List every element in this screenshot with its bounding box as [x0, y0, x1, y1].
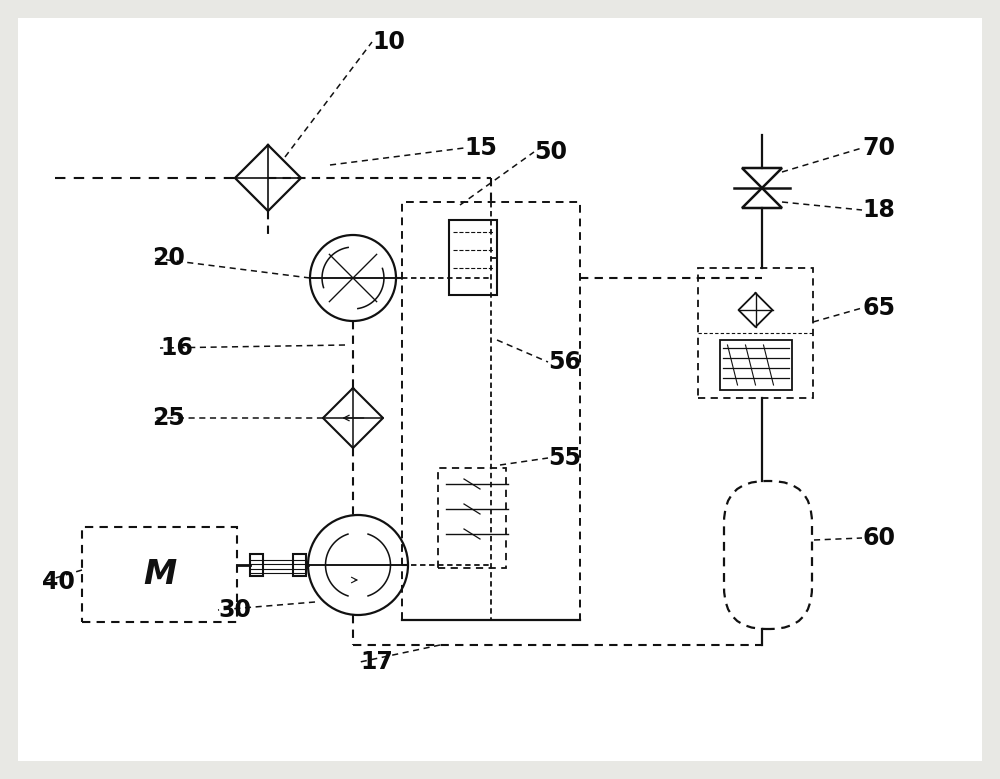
Text: 25: 25	[152, 406, 185, 430]
Text: 55: 55	[548, 446, 581, 470]
Bar	[293, 554, 306, 576]
Text: 17: 17	[360, 650, 393, 674]
Text: 60: 60	[862, 526, 895, 550]
Text: 15: 15	[464, 136, 497, 160]
Text: 10: 10	[372, 30, 405, 54]
Text: M: M	[143, 558, 176, 591]
Text: 18: 18	[862, 198, 895, 222]
Text: 20: 20	[152, 246, 185, 270]
Bar	[449, 220, 497, 295]
Bar	[720, 340, 792, 390]
Bar	[402, 202, 580, 620]
Text: 16: 16	[160, 336, 193, 360]
Text: 70: 70	[862, 136, 895, 160]
Bar	[250, 554, 263, 576]
Text: 65: 65	[862, 296, 895, 320]
Bar	[438, 468, 506, 568]
Text: 50: 50	[534, 140, 567, 164]
Bar	[698, 268, 813, 398]
Text: 30: 30	[218, 598, 251, 622]
Text: 40: 40	[42, 570, 75, 594]
Bar	[82, 527, 237, 622]
Text: 56: 56	[548, 350, 581, 374]
